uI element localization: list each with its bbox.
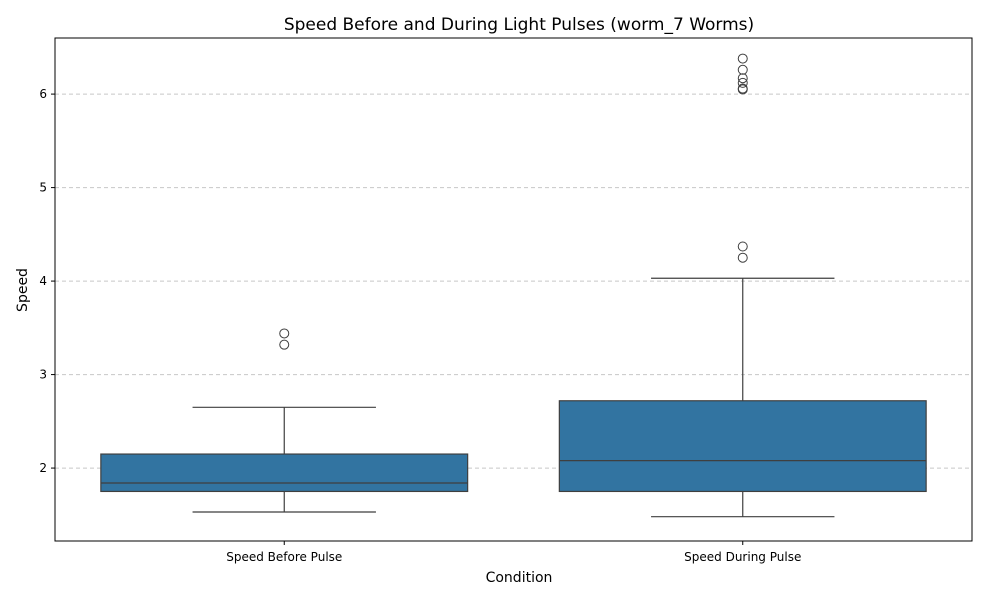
iqr-box (100, 453, 469, 493)
plot-frame (54, 37, 973, 542)
x-tick-label: Speed Before Pulse (226, 550, 342, 564)
outlier-point (737, 53, 748, 64)
y-tick-label: 6 (39, 87, 47, 101)
box-group (100, 328, 469, 513)
y-ticks: 2 3 4 5 6 (39, 87, 55, 475)
x-axis-label: Condition (486, 570, 553, 586)
y-tick-label: 2 (39, 461, 47, 475)
y-axis-label: Speed (15, 268, 31, 312)
x-ticks: Speed Before Pulse Speed During Pulse (226, 541, 801, 564)
outlier-point (737, 77, 748, 88)
outlier-point (279, 339, 290, 350)
box-group (558, 53, 927, 518)
outlier-point (737, 73, 748, 84)
outlier-point (737, 83, 748, 94)
x-tick-label: Speed During Pulse (684, 550, 801, 564)
chart-title: Speed Before and During Light Pulses (wo… (284, 15, 754, 35)
boxes (100, 53, 927, 518)
outlier-point (737, 64, 748, 75)
outlier-point (737, 252, 748, 263)
outlier-point (737, 241, 748, 252)
outlier-point (279, 328, 290, 339)
y-tick-label: 3 (39, 368, 47, 382)
iqr-box (558, 400, 927, 493)
y-tick-label: 5 (39, 181, 47, 195)
y-tick-label: 4 (39, 274, 47, 288)
